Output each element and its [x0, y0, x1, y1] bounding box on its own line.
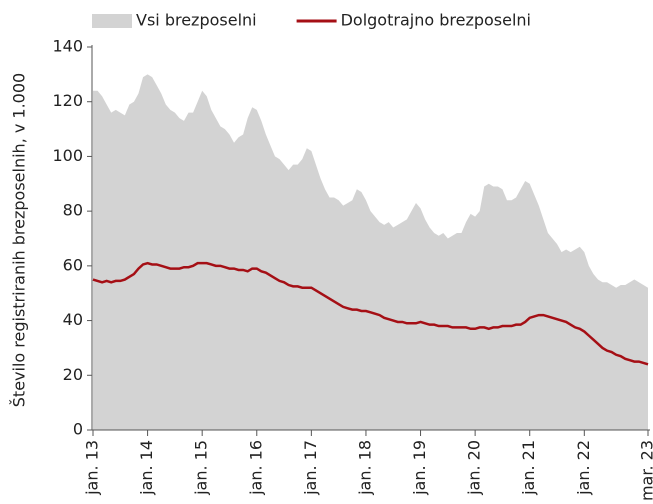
- y-tick-label: 140: [52, 37, 83, 56]
- x-tick-label: jan. 14: [137, 440, 156, 496]
- x-tick-label: jan. 15: [192, 440, 211, 496]
- x-tick-label: jan. 21: [519, 440, 538, 496]
- y-tick-label: 0: [73, 420, 83, 439]
- y-tick-label: 120: [52, 91, 83, 110]
- x-tick-label: jan. 17: [301, 440, 320, 496]
- legend-swatch: [92, 14, 132, 28]
- y-tick-label: 100: [52, 146, 83, 165]
- x-tick-label: jan. 22: [574, 440, 593, 496]
- x-tick-label: jan. 20: [465, 440, 484, 496]
- y-tick-label: 80: [63, 201, 83, 220]
- x-tick-label: jan. 18: [355, 440, 374, 496]
- y-tick-label: 40: [63, 310, 83, 329]
- y-tick-label: 60: [63, 255, 83, 274]
- y-axis-title: Število registriranih brezposelnih, v 1.…: [10, 73, 29, 407]
- line: [92, 261, 649, 366]
- x-tick-label: jan. 16: [246, 440, 265, 496]
- legend-label: Vsi brezposelni: [136, 11, 257, 30]
- legend-label: Dolgotrajno brezposelni: [341, 11, 531, 30]
- y-tick-label: 20: [63, 365, 83, 384]
- area: [93, 74, 648, 431]
- x-tick-label: jan. 13: [83, 440, 102, 496]
- x-tick-label: jan. 19: [410, 440, 429, 496]
- x-tick-label: mar. 23: [638, 440, 653, 501]
